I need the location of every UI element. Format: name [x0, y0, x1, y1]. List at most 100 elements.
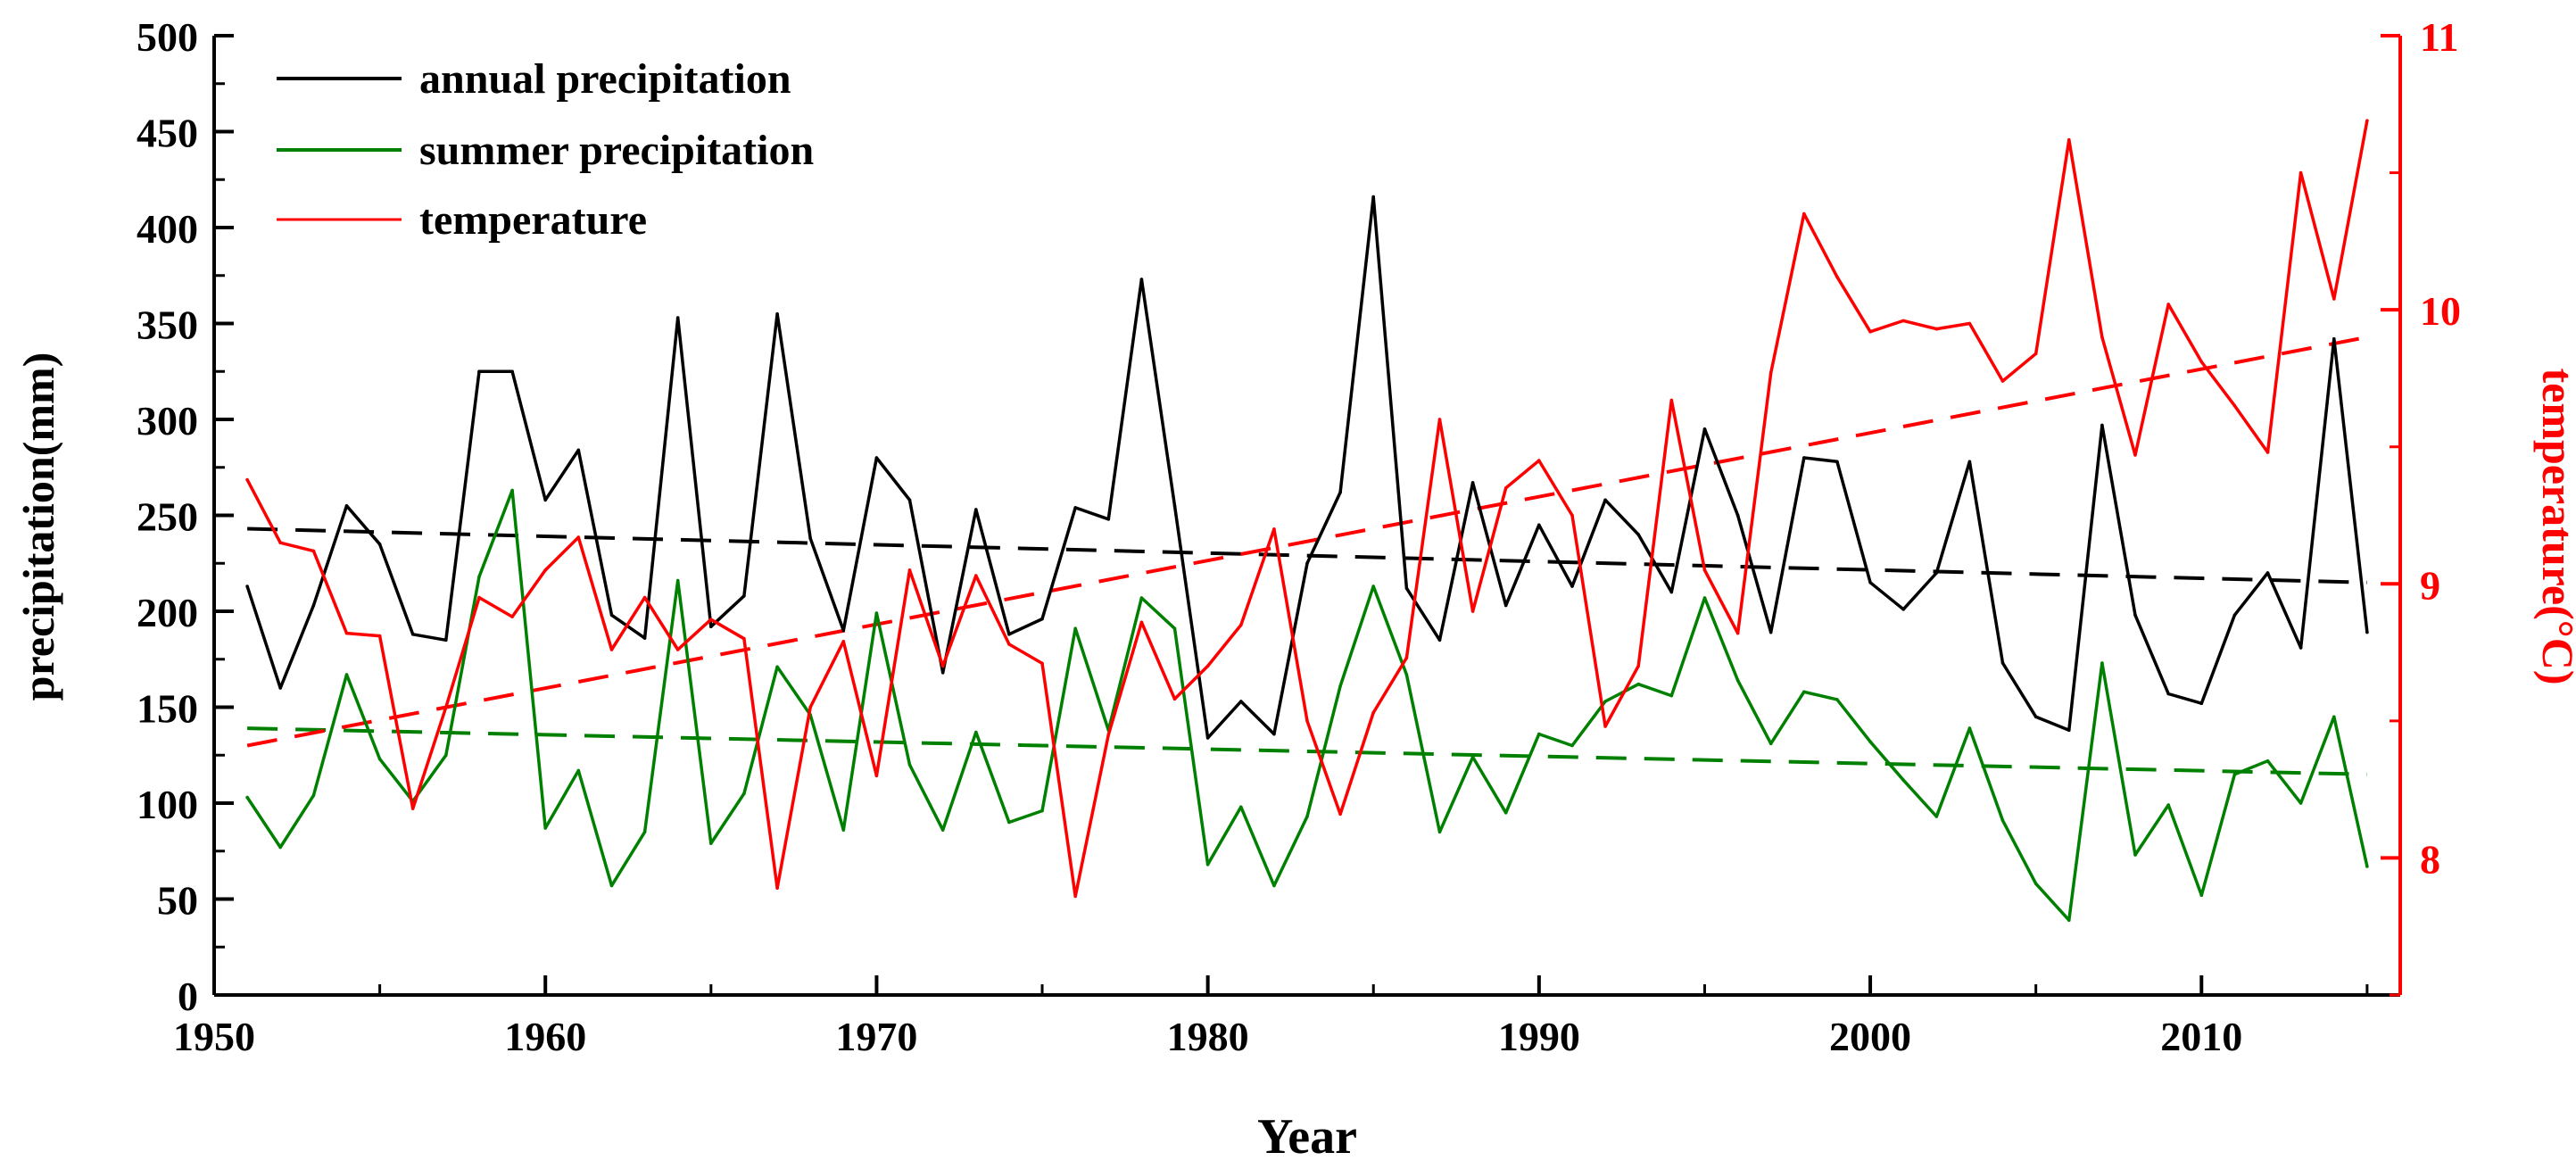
annual-precipitation-point [245, 584, 249, 588]
summer-precipitation-point [311, 793, 316, 798]
y2-tick-label: 9 [2420, 562, 2440, 608]
temperature-point [609, 648, 614, 651]
y-tick-label: 450 [137, 111, 198, 156]
annual-precipitation-point [2332, 336, 2336, 341]
summer-precipitation-point [1636, 682, 1640, 686]
summer-precipitation-point [1537, 732, 1541, 736]
temperature-point [377, 634, 382, 638]
temperature-point [1934, 327, 1939, 331]
annual-precipitation-point [2133, 613, 2137, 618]
summer-precipitation-point [2232, 773, 2237, 776]
temperature-point [1868, 329, 1872, 334]
temperature-point [2033, 352, 2038, 356]
temperature-point [2067, 137, 2071, 142]
x-tick-label: 1970 [835, 1014, 917, 1059]
x-tick-label: 1990 [1498, 1014, 1580, 1059]
temperature-point [510, 615, 514, 618]
annual-precipitation-point [675, 316, 680, 319]
annual-precipitation-point [1007, 633, 1011, 636]
summer-precipitation-point [940, 828, 945, 832]
annual-precipitation-point [2365, 630, 2369, 634]
temperature-point [1007, 643, 1011, 646]
annual-precipitation-point [1669, 590, 1674, 594]
summer-precipitation-point [2000, 818, 2005, 823]
summer-precipitation-point [1503, 811, 1508, 815]
summer-precipitation-point [709, 842, 713, 845]
y-tick-label: 50 [157, 878, 198, 924]
temperature-point [1669, 398, 1674, 402]
temperature-point [1305, 719, 1309, 723]
annual-precipitation-point [1404, 586, 1409, 590]
annual-precipitation-point [1934, 571, 1939, 575]
annual-precipitation-point [1802, 456, 1806, 460]
temperature-point [1570, 513, 1574, 518]
annual-precipitation-point [444, 638, 448, 643]
summer-precipitation-point [1272, 883, 1276, 888]
legend-label-summer: summer precipitation [419, 127, 814, 174]
temperature-point [1735, 631, 1740, 635]
legend: annual precipitation summer precipitatio… [277, 55, 814, 244]
summer-precipitation-point [1371, 584, 1375, 588]
summer-precipitation-point [609, 883, 614, 888]
temperature-point [543, 568, 547, 572]
annual-precipitation-point [278, 686, 283, 690]
y-tick-label: 300 [137, 398, 198, 444]
temperature-point [1404, 656, 1409, 659]
temperature-point [2232, 403, 2237, 408]
summer-precipitation-point [2265, 759, 2270, 763]
annual-precipitation-point [775, 312, 779, 316]
temperature-point [1636, 664, 1640, 668]
summer-precipitation-point [2133, 853, 2137, 857]
temperature-point [2199, 360, 2204, 364]
legend-label-annual: annual precipitation [419, 55, 791, 103]
temperature-point [1073, 894, 1077, 899]
annual-precipitation-point [1735, 513, 1740, 518]
y-tick-label: 100 [137, 782, 198, 827]
annual-precipitation-point [2033, 715, 2038, 719]
temperature-point [1768, 371, 1773, 375]
summer-precipitation-point [510, 488, 514, 493]
temperature-point [1172, 697, 1177, 701]
summer-precipitation-point [245, 795, 249, 800]
summer-precipitation-point [642, 830, 647, 834]
annual-precipitation-point [1967, 460, 1972, 464]
temperature-point [1139, 620, 1144, 625]
annual-precipitation-point [1371, 195, 1375, 199]
temperature-point [2299, 170, 2303, 175]
annual-precipitation-point [2299, 646, 2303, 650]
annual-precipitation-point [2100, 423, 2104, 427]
temperature-point [1901, 319, 1905, 323]
temperature-point [576, 535, 581, 539]
annual-precipitation-point [543, 498, 547, 502]
summer-precipitation-point [2365, 865, 2369, 868]
temperature-point [841, 640, 846, 643]
temperature-point [1503, 486, 1508, 490]
y2-tick-label: 10 [2420, 288, 2461, 334]
y2-tick-label: 8 [2420, 836, 2440, 882]
summer-precipitation-point [1669, 693, 1674, 698]
temperature-point [775, 886, 779, 890]
temperature-point [709, 618, 713, 621]
annual-precipitation-point [742, 594, 746, 598]
summer-precipitation-point [2067, 918, 2071, 922]
summer-precipitation-point [1470, 755, 1475, 759]
annual-precipitation-point [510, 369, 514, 374]
annual-precipitation-point [1702, 427, 1707, 431]
summer-precipitation-point [576, 768, 581, 773]
temperature-point [940, 664, 945, 668]
axis-ticks: 0 50 100 150 200 250 300 350 400 450 500 8 9 10 11 1950… [137, 14, 2461, 1059]
annual-precipitation-point [1073, 506, 1077, 510]
annual-precipitation-point [410, 633, 415, 636]
temperature-point [675, 648, 680, 651]
x-tick-label: 1950 [173, 1014, 255, 1059]
temperature-point [1603, 725, 1607, 728]
temperature-point [1537, 459, 1541, 462]
summer-precipitation-point [1437, 830, 1442, 834]
summer-precipitation-point [1139, 596, 1144, 600]
annual-precipitation-point [1835, 460, 1839, 464]
summer-precipitation-point [1702, 596, 1707, 600]
annual-precipitation-point [2265, 571, 2270, 575]
summer-precipitation-point [2100, 661, 2104, 665]
summer-precipitation-point [2332, 715, 2336, 719]
summer-precipitation-point [1802, 690, 1806, 694]
